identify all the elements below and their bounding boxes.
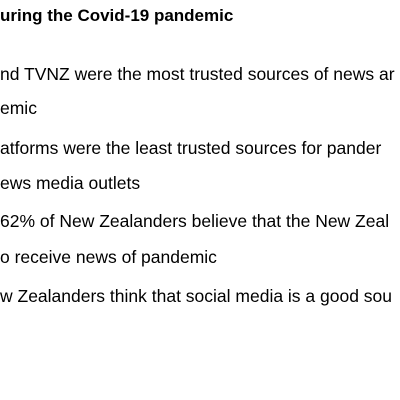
text-line-3: atforms were the least trusted sources f…: [0, 138, 382, 158]
text-line-6: o receive news of pandemic: [0, 247, 217, 267]
text-line-1: nd TVNZ were the most trusted sources of…: [0, 64, 395, 84]
text-line-2: emic: [0, 98, 37, 118]
text-line-7: w Zealanders think that social media is …: [0, 286, 393, 306]
text-line-4: ews media outlets: [0, 173, 141, 193]
section-heading: uring the Covid-19 pandemic: [0, 6, 234, 25]
text-line-5: 62% of New Zealanders believe that the N…: [0, 211, 390, 231]
